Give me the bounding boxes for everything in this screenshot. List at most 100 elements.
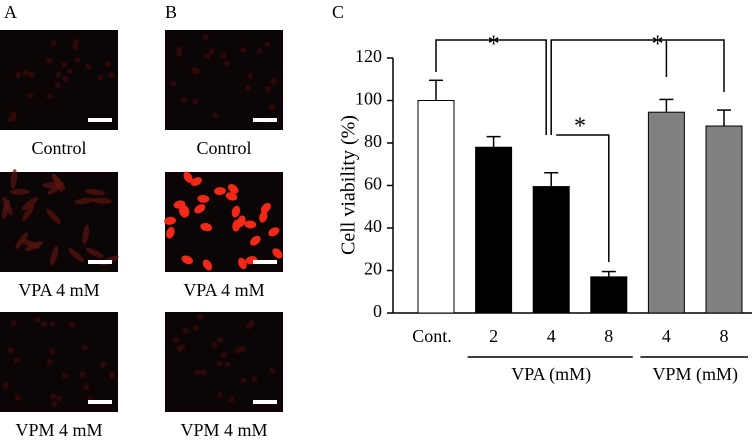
y-tick-label: 80: [364, 131, 382, 151]
cell: [202, 259, 213, 271]
significance-bracket: [550, 39, 725, 135]
cell: [204, 52, 211, 59]
cell: [79, 371, 86, 378]
cell: [173, 337, 180, 344]
cell: [251, 376, 258, 383]
cell: [14, 394, 21, 401]
cell: [27, 92, 34, 99]
group-label: VPM (mM): [652, 364, 738, 385]
cell: [91, 197, 112, 204]
cell: [228, 396, 235, 403]
panel-label: A: [4, 2, 17, 22]
cell: [108, 373, 115, 380]
cell: [200, 369, 207, 376]
cell: [192, 98, 199, 105]
cell: [46, 93, 53, 100]
x-tick-label: 4: [547, 326, 556, 346]
cell: [269, 367, 276, 374]
y-tick-label: 60: [364, 174, 382, 194]
bar: [590, 276, 628, 314]
cell: [72, 44, 79, 51]
cell: [213, 187, 226, 196]
y-tick-label: 100: [355, 89, 382, 109]
cell: [216, 360, 223, 367]
scale-bar: [253, 400, 277, 404]
cell: [181, 205, 190, 217]
cell: [2, 382, 9, 389]
image-caption: VPA 4 mM: [18, 280, 99, 300]
cell: [245, 84, 252, 91]
cell: [197, 314, 204, 321]
scale-bar: [88, 260, 112, 264]
cell: [84, 188, 105, 196]
cell: [49, 393, 56, 400]
cell: [240, 47, 247, 54]
cell: [270, 78, 277, 85]
cell: [40, 320, 47, 327]
cell: [209, 48, 216, 55]
y-axis-label: Cell viability (%): [338, 115, 360, 255]
cell: [176, 46, 183, 53]
micrograph: [0, 312, 118, 412]
cell: [240, 377, 247, 384]
cell: [212, 112, 219, 119]
cell: [10, 320, 17, 327]
cell: [194, 204, 206, 214]
x-tick-label: 2: [489, 326, 498, 346]
cell: [250, 235, 261, 246]
cell: [231, 205, 241, 218]
cell: [46, 57, 53, 64]
cell: [81, 344, 88, 351]
panel-label: B: [165, 2, 177, 22]
cell: [46, 208, 61, 225]
cell: [227, 184, 239, 194]
cell: [50, 245, 59, 266]
image-caption: Control: [31, 138, 86, 158]
image-caption: VPM 4 mM: [180, 420, 267, 440]
cell: [73, 38, 80, 45]
scale-bar: [88, 400, 112, 404]
cell: [99, 361, 106, 368]
cell: [85, 63, 92, 70]
cell: [10, 111, 17, 118]
cell: [67, 68, 74, 75]
significance-bracket: [435, 39, 547, 135]
cell: [256, 48, 263, 55]
cell: [34, 316, 41, 323]
cell: [28, 71, 35, 78]
x-tick-label: 8: [604, 326, 613, 346]
cell: [237, 215, 246, 228]
cell: [10, 168, 18, 189]
cell: [170, 80, 177, 87]
cell: [50, 40, 57, 47]
cell: [49, 347, 56, 354]
cell: [264, 41, 271, 48]
group-label: VPA (mM): [511, 364, 591, 385]
scale-bar: [253, 118, 277, 122]
cell: [272, 248, 283, 259]
cell: [22, 203, 35, 221]
cell: [97, 74, 104, 81]
cell: [69, 321, 76, 328]
cell: [183, 171, 193, 183]
cell: [83, 384, 90, 391]
cell: [259, 210, 268, 223]
cell: [239, 346, 246, 353]
cell: [238, 257, 247, 270]
cell: [55, 71, 62, 78]
bar: [417, 100, 455, 314]
bar: [705, 125, 743, 314]
cell: [51, 401, 58, 408]
cell: [52, 173, 63, 192]
significance-star: *: [488, 32, 500, 58]
cell: [260, 202, 272, 214]
cell: [55, 395, 62, 402]
cell: [1, 199, 10, 220]
cell: [194, 369, 201, 376]
scale-bar: [88, 118, 112, 122]
cell: [62, 75, 69, 82]
cell: [164, 216, 176, 225]
x-tick-label: Cont.: [412, 326, 452, 346]
cell: [268, 227, 280, 237]
